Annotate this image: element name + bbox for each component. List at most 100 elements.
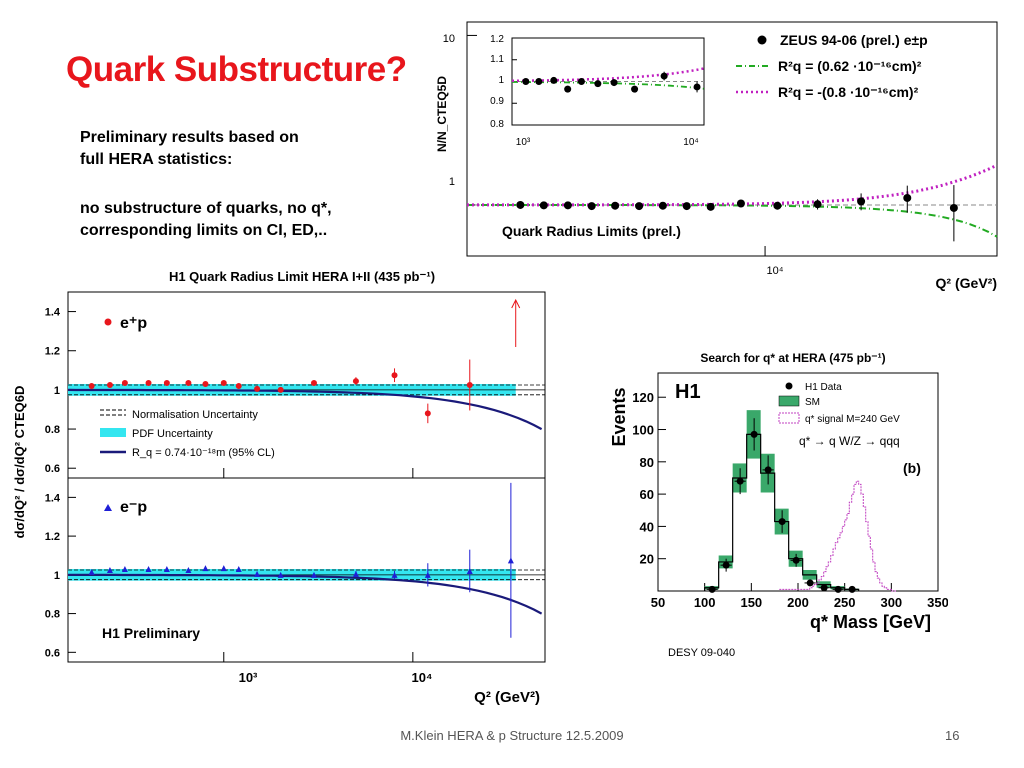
- h1r-ep-arrow-head: [511, 298, 521, 309]
- zeus-inset-data-point: [594, 80, 602, 88]
- h1r-em-data-point: [220, 565, 227, 572]
- qs-data-point: [834, 585, 842, 593]
- h1r-ep-data-point: [121, 380, 128, 387]
- h1r-ytick-label: 1.2: [45, 346, 60, 358]
- h1r-ytick-label: 0.6: [45, 647, 60, 659]
- h1-quark-radius-chart: H1 Quark Radius Limit HERA I+II (435 pb⁻…: [12, 269, 546, 706]
- zeus-inset-data-point: [631, 85, 639, 93]
- h1r-ep-data-point: [352, 378, 359, 385]
- zeus-inset-ytick: 1.1: [490, 54, 504, 65]
- h1r-em-data-point: [106, 567, 113, 573]
- h1r-ytick-label: 0.8: [45, 424, 60, 436]
- zeus-inset-green-curve: [512, 81, 705, 90]
- h1r-em-data-point: [121, 566, 128, 573]
- slide-footer: M.Klein HERA & p Structure 12.5.2009: [400, 728, 624, 743]
- qs-data-point: [764, 466, 772, 474]
- page-number: 16: [945, 728, 960, 743]
- h1r-em-data-point: [145, 566, 152, 573]
- zeus-title: Quark Radius Limits (prel.): [502, 223, 681, 239]
- zeus-inset-data-point: [660, 72, 668, 80]
- qs-xtick-label: 250: [834, 595, 856, 610]
- h1r-xtick-1e4: 10⁴: [412, 670, 433, 685]
- qs-legend-signal-swatch: [778, 412, 800, 424]
- zeus-quark-radius-chart: Quark Radius Limits (prel.) N/N_CTEQ5D 1…: [435, 21, 998, 291]
- qs-data-point: [792, 556, 800, 564]
- zeus-inset-magenta-curve: [512, 67, 705, 83]
- h1r-xtick-1e3: 10³: [239, 670, 258, 685]
- intro-line-2: full HERA statistics:: [80, 151, 233, 168]
- zeus-data-point: [773, 201, 782, 210]
- zeus-legend-rq-positive: R²q = (0.62 ·10⁻¹⁶cm)²: [778, 58, 922, 74]
- zeus-magenta-curve: [467, 163, 998, 207]
- qs-data-point: [736, 477, 744, 485]
- qs-xtick-label: 100: [694, 595, 716, 610]
- zeus-inset-ytick: 0.8: [490, 119, 504, 130]
- h1r-legend-norm: Normalisation Uncertainty: [132, 409, 258, 421]
- slide-title: Quark Substructure?: [66, 50, 407, 89]
- h1r-ep-data-point: [424, 410, 431, 417]
- zeus-inset-ytick: 0.9: [490, 96, 504, 107]
- intro-line-3: no substructure of quarks, no q*,: [80, 200, 332, 217]
- h1r-ep-data-point: [220, 380, 227, 387]
- zeus-inset-data-point: [610, 79, 618, 87]
- qs-ytick-label: 100: [632, 423, 654, 438]
- h1r-ep-data-point: [466, 382, 473, 388]
- zeus-data-point: [635, 202, 644, 211]
- qs-legend-data-marker: [785, 382, 793, 390]
- qs-ytick-label: 80: [640, 455, 654, 470]
- qs-data-point: [778, 518, 786, 526]
- zeus-data-point: [587, 202, 596, 211]
- qs-xtick-label: 300: [880, 595, 902, 610]
- h1r-ytick-label: 1.4: [45, 307, 61, 319]
- h1r-em-data-point: [277, 571, 284, 578]
- zeus-inset-data-point: [550, 76, 558, 84]
- qs-xlabel: q* Mass [GeV]: [810, 612, 931, 632]
- zeus-inset-ytick: 1.2: [490, 34, 504, 45]
- zeus-inset-data-point: [522, 78, 530, 85]
- h1r-em-data-point: [310, 571, 317, 578]
- h1r-em-label: e⁻p: [120, 499, 147, 516]
- h1r-legend-pdf: PDF Uncertainty: [132, 428, 213, 440]
- h1r-em-data-point: [254, 570, 261, 577]
- zeus-inset-xtick: 10⁴: [683, 137, 698, 148]
- zeus-data-point: [903, 193, 912, 202]
- qs-data-point: [820, 584, 828, 592]
- h1r-em-data-point: [424, 571, 431, 578]
- zeus-data-point: [813, 200, 822, 209]
- h1r-em-data-point: [507, 557, 514, 564]
- zeus-legend-rq-negative: R²q = -(0.8 ·10⁻¹⁶cm)²: [778, 84, 919, 100]
- zeus-data-point: [949, 203, 958, 212]
- zeus-xlabel: Q² (GeV²): [936, 275, 997, 291]
- h1r-em-data-point: [466, 567, 473, 574]
- h1r-em-data-point: [88, 568, 95, 575]
- qs-xtick-label: 350: [927, 595, 948, 610]
- h1r-em-data-point: [163, 566, 170, 573]
- h1r-ep-data-point: [391, 372, 398, 379]
- h1r-ep-label: e⁺p: [120, 315, 147, 332]
- h1r-legend-rq: R_q = 0.74·10⁻¹⁸m (95% CL): [132, 447, 275, 459]
- h1r-ep-data-point: [277, 386, 284, 393]
- h1r-em-data-point: [202, 565, 209, 572]
- zeus-inset-data-point: [564, 85, 572, 93]
- h1r-ytick-label: 0.6: [45, 463, 60, 475]
- h1r-ytick-label: 1.2: [45, 531, 60, 543]
- h1r-ep-data-point: [185, 380, 192, 387]
- qs-xtick-label: 50: [651, 595, 665, 610]
- h1r-legend-pdf-swatch: [100, 428, 126, 437]
- qs-title: Search for q* at HERA (475 pb⁻¹): [700, 351, 885, 365]
- zeus-ylabel: N/N_CTEQ5D: [435, 76, 449, 152]
- zeus-legend-marker: [757, 35, 767, 45]
- zeus-data-point: [658, 201, 667, 210]
- zeus-inset-data-point: [535, 78, 543, 85]
- h1r-em-data-point: [235, 566, 242, 573]
- zeus-data-point: [611, 201, 620, 210]
- h1r-ep-data-point: [145, 380, 152, 387]
- h1r-ep-data-point: [254, 385, 261, 392]
- h1r-ep-data-point: [310, 380, 317, 387]
- h1r-em-legend-marker: [104, 504, 112, 511]
- qs-legend-signal: q* signal M=240 GeV: [805, 414, 900, 425]
- zeus-inset-xtick: 10³: [516, 137, 531, 148]
- zeus-inset-data-point: [577, 78, 585, 85]
- qs-ytick-label: 40: [640, 519, 654, 534]
- zeus-data-point: [857, 197, 866, 206]
